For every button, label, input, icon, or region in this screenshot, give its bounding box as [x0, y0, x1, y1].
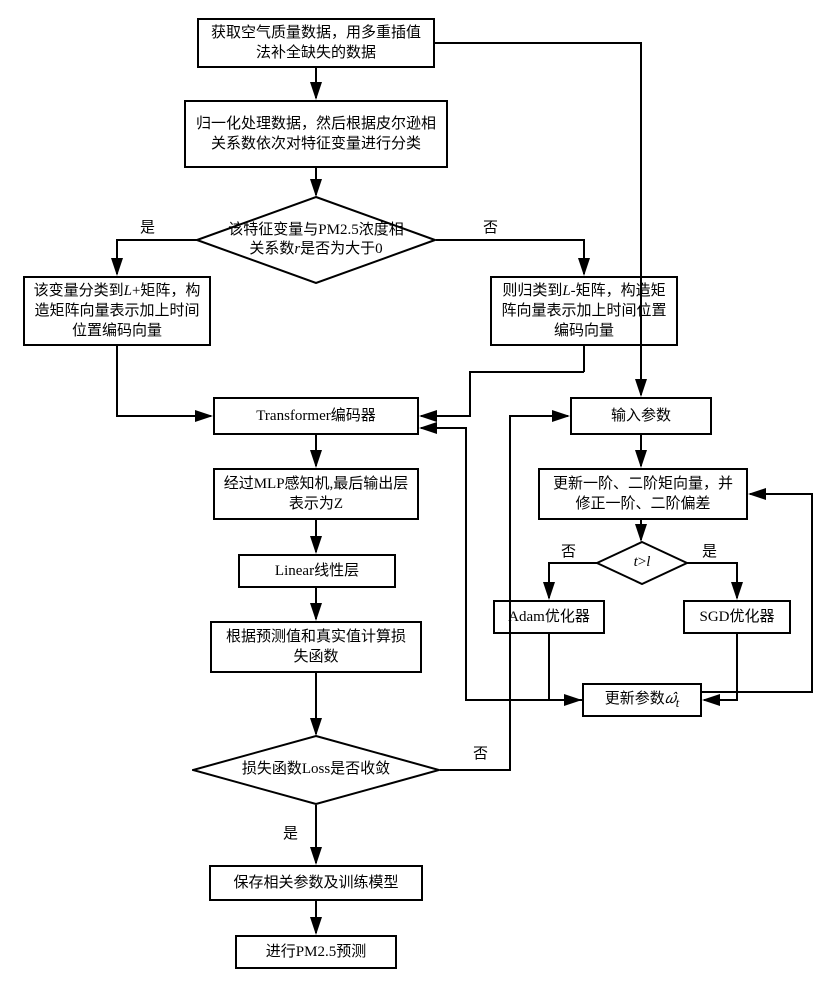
- node-d3: 损失函数Loss是否收敛: [192, 735, 440, 805]
- node-n11-label: SGD优化器: [699, 607, 774, 627]
- node-n1-label: 获取空气质量数据，用多重插值法补全缺失的数据: [207, 23, 425, 64]
- node-n14: 保存相关参数及训练模型: [209, 865, 423, 901]
- node-n12-label: 根据预测值和真实值计算损失函数: [220, 627, 412, 668]
- node-n5: Transformer编码器: [213, 397, 419, 435]
- node-n15: 进行PM2.5预测: [235, 935, 397, 969]
- flowchart-canvas: 获取空气质量数据，用多重插值法补全缺失的数据 归一化处理数据，然后根据皮尔逊相关…: [0, 0, 837, 1000]
- node-n9-label: Linear线性层: [275, 561, 359, 581]
- node-n3-label: 该变量分类到L+矩阵，构造矩阵向量表示加上时间位置编码向量: [33, 281, 201, 342]
- node-n1: 获取空气质量数据，用多重插值法补全缺失的数据: [197, 18, 435, 68]
- node-n3: 该变量分类到L+矩阵，构造矩阵向量表示加上时间位置编码向量: [23, 276, 211, 346]
- node-n4-label: 则归类到L-矩阵，构造矩阵向量表示加上时间位置编码向量: [500, 281, 668, 342]
- node-n7: 经过MLP感知机,最后输出层表示为Z: [213, 468, 419, 520]
- node-n8: 更新一阶、二阶矩向量，并修正一阶、二阶偏差: [538, 468, 748, 520]
- node-n2-label: 归一化处理数据，然后根据皮尔逊相关系数依次对特征变量进行分类: [194, 114, 438, 155]
- node-n10-label: Adam优化器: [508, 607, 590, 627]
- edge-label-yes3: 是: [283, 822, 298, 843]
- node-n13-label: 更新参数𝜔̂t: [605, 689, 679, 712]
- node-n4: 则归类到L-矩阵，构造矩阵向量表示加上时间位置编码向量: [490, 276, 678, 346]
- node-n9: Linear线性层: [238, 554, 396, 588]
- node-n13: 更新参数𝜔̂t: [582, 683, 702, 717]
- node-d2-label: t>l: [634, 553, 651, 573]
- node-d2: t>l: [596, 541, 688, 585]
- node-n5-label: Transformer编码器: [256, 406, 375, 426]
- node-n7-label: 经过MLP感知机,最后输出层表示为Z: [223, 474, 409, 515]
- node-n2: 归一化处理数据，然后根据皮尔逊相关系数依次对特征变量进行分类: [184, 100, 448, 168]
- node-n10: Adam优化器: [493, 600, 605, 634]
- node-n15-label: 进行PM2.5预测: [266, 942, 366, 962]
- edge-label-no3: 否: [473, 742, 488, 763]
- edge-label-yes1: 是: [140, 216, 155, 237]
- node-d1-label: 该特征变量与PM2.5浓度相关系数r是否为大于0: [224, 221, 408, 260]
- edge-label-yes2: 是: [702, 540, 717, 561]
- node-n12: 根据预测值和真实值计算损失函数: [210, 621, 422, 673]
- node-n6: 输入参数: [570, 397, 712, 435]
- node-n6-label: 输入参数: [611, 406, 671, 426]
- edge-label-no1: 否: [483, 216, 498, 237]
- node-n8-label: 更新一阶、二阶矩向量，并修正一阶、二阶偏差: [548, 474, 738, 515]
- edge-label-no2: 否: [561, 540, 576, 561]
- node-n14-label: 保存相关参数及训练模型: [233, 873, 398, 893]
- node-d1: 该特征变量与PM2.5浓度相关系数r是否为大于0: [196, 196, 436, 284]
- node-n11: SGD优化器: [683, 600, 791, 634]
- node-d3-label: 损失函数Loss是否收敛: [242, 760, 390, 780]
